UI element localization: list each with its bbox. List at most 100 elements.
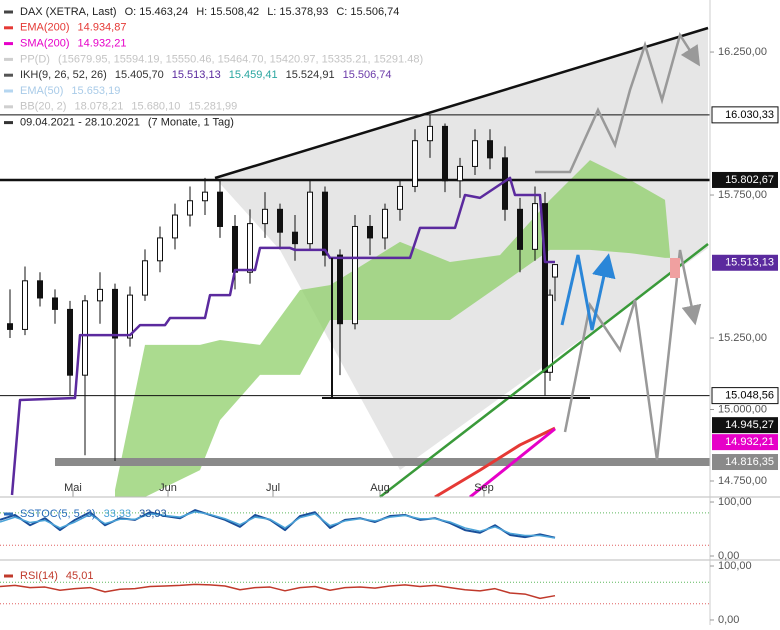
legend-text: 15.513,13: [172, 69, 221, 81]
price-label-box: [712, 434, 778, 451]
price-label: 14.945,27: [725, 419, 774, 431]
legend-text: BB(20, 2): [20, 101, 66, 113]
legend-text: 33,93: [139, 508, 167, 520]
legend-text: (15679.95, 15594.19, 15550.46, 15464.70,…: [58, 53, 423, 65]
candle-body: [352, 225, 358, 325]
candle-body: [157, 237, 163, 262]
legend-text: 18.078,21: [74, 101, 123, 113]
legend-text: 15.680,10: [131, 101, 180, 113]
legend-text: 14.934,87: [78, 22, 127, 34]
indicator-line: [0, 510, 556, 539]
projection-arrow: [563, 249, 702, 461]
candle-body: [382, 208, 388, 239]
candle-body: [217, 191, 223, 227]
price-label: 14.816,35: [725, 456, 774, 468]
legend-text: EMA(200): [20, 22, 70, 34]
candle-body: [262, 208, 268, 225]
candle-body: [127, 294, 133, 339]
x-tick-label: Mai: [64, 482, 82, 494]
candle-body: [337, 254, 343, 325]
legend-icon: [4, 57, 13, 61]
candle-body: [142, 260, 148, 296]
candle-body: [7, 323, 13, 330]
legend-icon: [4, 105, 13, 109]
legend-text: RSI(14): [20, 570, 58, 582]
legend-icon: [4, 89, 13, 93]
candle-body: [457, 165, 463, 182]
legend-text: 15.524,91: [286, 69, 335, 81]
legend-text: 33,33: [104, 508, 132, 520]
candle-body: [202, 191, 208, 202]
y-tick-label: 100,00: [718, 496, 752, 508]
indicator-line: [10, 176, 555, 496]
y-tick-label: 0,00: [718, 614, 739, 625]
candle-body: [547, 294, 553, 373]
legend-text: IKH(9, 26, 52, 26): [20, 69, 107, 81]
indicator-line: [469, 427, 556, 497]
legend-icon: [4, 10, 13, 14]
legend-icon: [4, 73, 13, 77]
price-label: 15.048,56: [725, 390, 774, 402]
main-panel: [0, 114, 710, 497]
y-tick-label: 15.750,00: [718, 189, 767, 201]
legend-text: H: 15.508,42: [196, 6, 259, 18]
x-tick-label: Sep: [474, 482, 494, 494]
candle-body: [322, 191, 328, 256]
projection-arrow: [560, 253, 616, 331]
legend-text: SSTOC(5, 5, 3): [20, 508, 96, 520]
candle-body: [542, 203, 548, 373]
candle-body: [472, 140, 478, 167]
legend-icon: [4, 512, 13, 516]
price-label: 15.802,67: [725, 174, 774, 186]
price-label: 14.932,21: [725, 436, 774, 448]
price-label-box: [712, 417, 778, 434]
candle-body: [37, 280, 43, 299]
indicator-line: [0, 583, 556, 600]
candle-body: [277, 208, 283, 233]
legend-icon: [4, 121, 13, 125]
price-label-box: [712, 254, 778, 271]
y-tick-label: 0,00: [718, 550, 739, 562]
legend-text: 09.04.2021 - 28.10.2021: [20, 117, 140, 129]
candle-body: [112, 288, 118, 339]
legend-text: O: 15.463,24: [125, 6, 189, 18]
candle-body: [412, 140, 418, 187]
candle-body: [367, 225, 373, 239]
legend-text: 45,01: [66, 570, 94, 582]
candle-body: [22, 280, 28, 330]
legend-text: SMA(200): [20, 38, 70, 50]
indicator-line: [0, 509, 556, 539]
price-label-box: [711, 387, 779, 405]
candle-body: [67, 308, 73, 376]
candle-body: [442, 125, 448, 182]
candle-body: [532, 203, 538, 250]
x-tick-label: Jul: [266, 482, 280, 494]
legend-icon: [4, 574, 13, 578]
candle-body: [82, 300, 88, 376]
candle-body: [52, 297, 58, 310]
candle-body: [292, 231, 298, 245]
price-label: 15.513,13: [725, 257, 774, 269]
candle-body: [487, 140, 493, 159]
trendline: [379, 243, 709, 498]
legend-text: 15.653,19: [71, 85, 120, 97]
legend-text: 15.506,74: [343, 69, 392, 81]
price-label-box: [711, 106, 779, 124]
candle-body: [187, 200, 193, 216]
labels: Mai Jun Jul Aug Sep 16.250,00 15.750,00 15.250,…: [4, 6, 779, 582]
trendline: [214, 26, 709, 180]
candle-body: [247, 223, 253, 273]
y-tick-label: 14.750,00: [718, 475, 767, 487]
legend-text: 15.459,41: [229, 69, 278, 81]
candle-body: [232, 225, 238, 273]
legend-text: 14.932,21: [78, 38, 127, 50]
candle-body: [307, 191, 313, 245]
price-label: 16.030,33: [725, 109, 774, 121]
price-label-box: [712, 171, 778, 188]
legend-text: PP(D): [20, 53, 50, 65]
candle-body: [97, 288, 103, 302]
candle-body: [397, 185, 403, 210]
y-tick-label: 15.250,00: [718, 332, 767, 344]
candle-body: [552, 264, 558, 278]
